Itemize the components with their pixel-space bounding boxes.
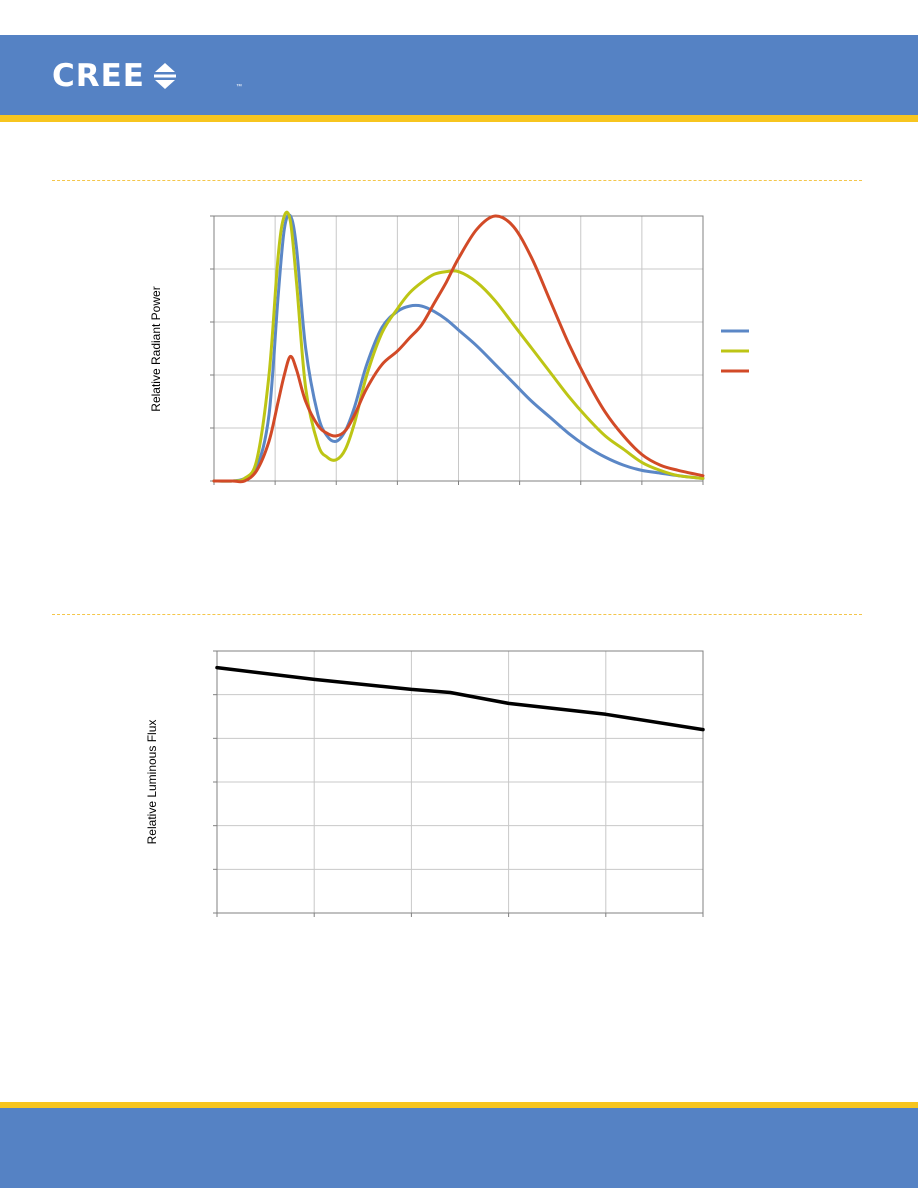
flux-grid bbox=[217, 651, 703, 913]
spectrum-grid bbox=[214, 216, 703, 481]
flux-series-line-1 bbox=[215, 665, 705, 732]
spectrum-series bbox=[212, 210, 705, 484]
flux-chart: Relative Luminous Flux bbox=[145, 650, 705, 917]
spectrum-plot-frame bbox=[213, 215, 704, 482]
spectrum-legend bbox=[721, 329, 749, 373]
spectrum-y-axis-label: Relative Radiant Power bbox=[149, 286, 163, 411]
flux-ticks bbox=[213, 650, 704, 917]
spectrum-series-line-2 bbox=[212, 210, 705, 483]
footer-accent-stripe bbox=[0, 1102, 918, 1108]
spectrum-series-line-1 bbox=[212, 213, 705, 483]
brand-wordmark: CREE bbox=[52, 58, 145, 94]
header-accent-stripe bbox=[0, 115, 918, 122]
flux-y-axis-label: Relative Luminous Flux bbox=[145, 720, 159, 845]
spectrum-chart: Relative Radiant Power bbox=[149, 210, 749, 485]
footer-band bbox=[0, 1108, 918, 1188]
header-band bbox=[0, 35, 918, 115]
section-divider-middle bbox=[52, 614, 862, 615]
section-divider-top bbox=[52, 180, 862, 181]
spectrum-series-line-3 bbox=[212, 214, 705, 484]
spectrum-ticks bbox=[210, 215, 704, 485]
flux-plot-frame bbox=[216, 650, 704, 914]
brand-chevron-icon bbox=[153, 63, 176, 89]
cree-logo: CREE ™ bbox=[52, 58, 242, 94]
trademark-mark: ™ bbox=[236, 84, 242, 90]
flux-series bbox=[215, 665, 705, 732]
